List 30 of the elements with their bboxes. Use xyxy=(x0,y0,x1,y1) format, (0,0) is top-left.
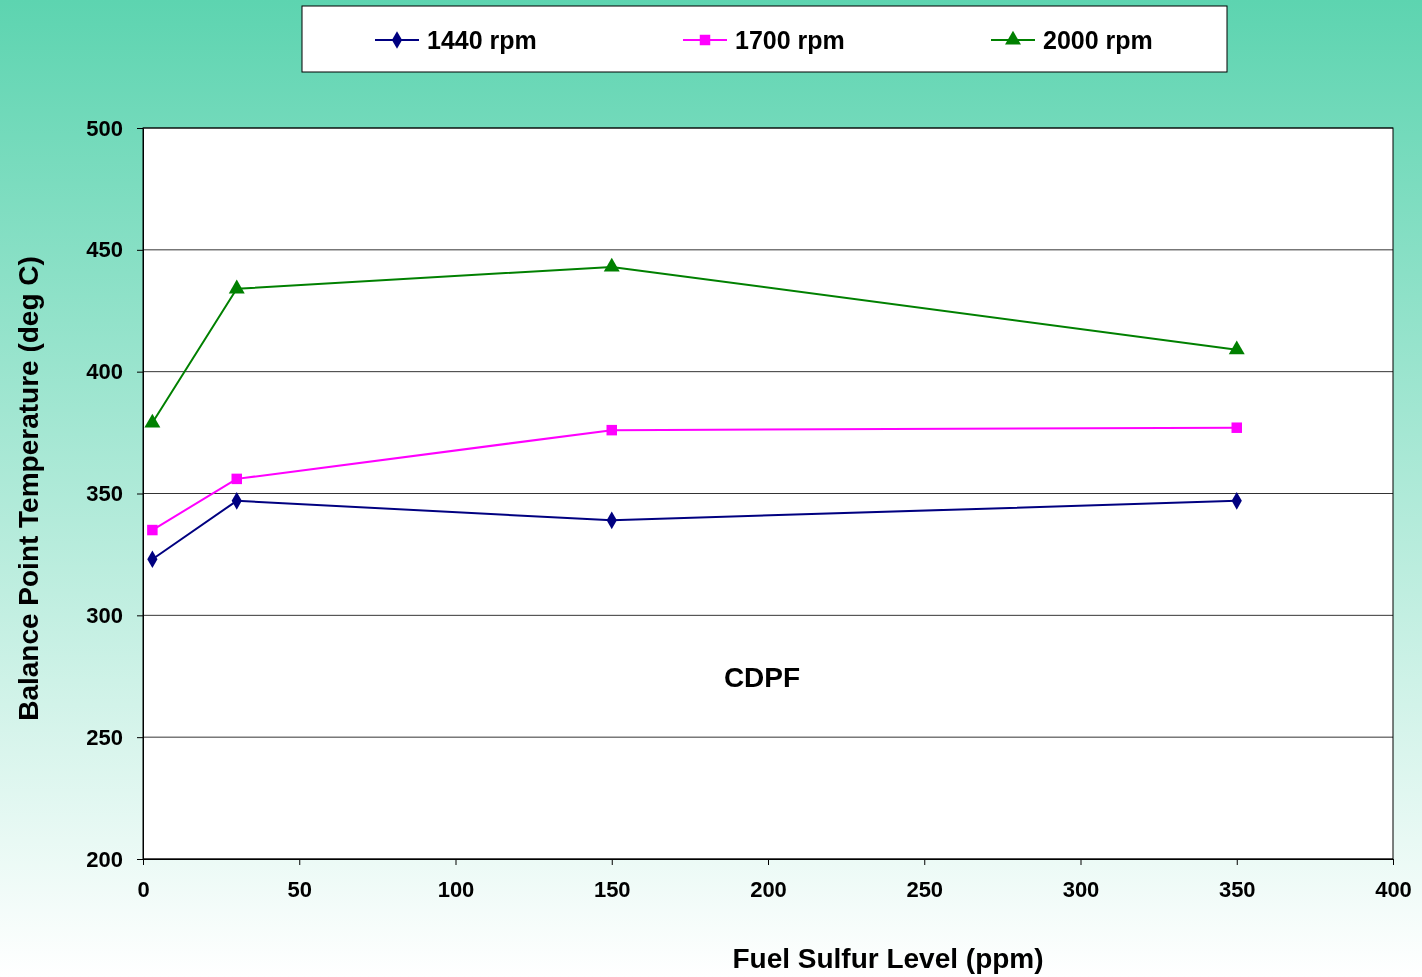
point xyxy=(1228,340,1245,355)
point xyxy=(606,424,617,436)
y-tick-label: 400 xyxy=(86,359,123,385)
point xyxy=(231,473,242,485)
legend-label: 1700 rpm xyxy=(735,26,845,54)
x-tick-label: 400 xyxy=(1375,876,1412,902)
x-tick-label: 300 xyxy=(1062,876,1100,902)
x-tick-label: 100 xyxy=(437,876,475,902)
x-tick-label: 200 xyxy=(750,876,787,902)
y-tick-label: 450 xyxy=(86,237,123,263)
annotation: CDPF xyxy=(723,662,801,693)
point xyxy=(228,279,245,294)
x-tick-label: 250 xyxy=(906,876,944,902)
x-tick-label: 0 xyxy=(137,876,150,902)
y-tick-label: 500 xyxy=(86,115,123,141)
y-tick-label: 300 xyxy=(86,602,123,628)
y-tick-label: 350 xyxy=(86,481,123,507)
point xyxy=(1231,422,1242,433)
x-axis-title: Fuel Sulfur Level (ppm) xyxy=(732,943,1044,974)
x-tick-label: 350 xyxy=(1218,876,1256,902)
x-tick-label: 150 xyxy=(593,876,631,902)
y-tick-label: 200 xyxy=(86,846,123,872)
point xyxy=(144,413,161,428)
point xyxy=(603,257,620,272)
x-tick-label: 50 xyxy=(287,876,312,902)
y-tick-label: 250 xyxy=(86,724,123,750)
legend-label: 1440 rpm xyxy=(427,26,537,54)
legend-label: 2000 rpm xyxy=(1043,26,1153,54)
point xyxy=(147,524,158,536)
y-axis-title: Balance Point Temperature (deg C) xyxy=(13,256,44,721)
